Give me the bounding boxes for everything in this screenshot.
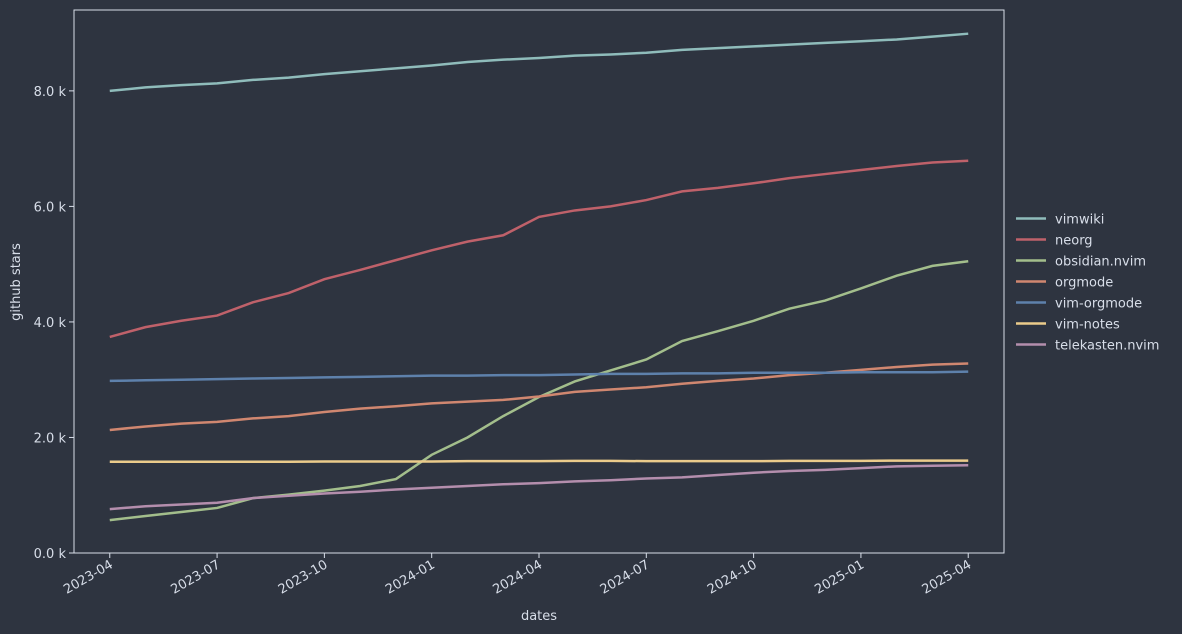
line-series xyxy=(109,370,969,383)
y-tick-label: 8.0 k xyxy=(34,85,67,100)
x-tick-label: 2023-04 xyxy=(61,557,116,597)
x-tick-label: 2024-07 xyxy=(598,557,653,597)
line-series xyxy=(109,459,969,463)
y-tick-label: 4.0 k xyxy=(34,316,67,331)
x-tick-label: 2024-04 xyxy=(490,557,545,597)
x-tick-label: 2023-07 xyxy=(169,557,224,597)
y-tick-label: 2.0 k xyxy=(34,431,67,446)
legend-label: vim-orgmode xyxy=(1055,297,1142,312)
legend-label: obsidian.nvim xyxy=(1055,255,1146,270)
legend-label: vim-notes xyxy=(1055,318,1120,333)
legend-label: orgmode xyxy=(1055,276,1113,291)
x-tick-label: 2025-01 xyxy=(812,557,867,597)
x-tick-label: 2024-10 xyxy=(705,557,760,597)
line-series xyxy=(109,32,969,93)
axes-frame xyxy=(73,9,1005,554)
x-tick-label: 2024-01 xyxy=(383,557,438,597)
legend-label: telekasten.nvim xyxy=(1055,339,1159,354)
y-tick-label: 0.0 k xyxy=(34,547,67,562)
legend-label: vimwiki xyxy=(1055,213,1104,228)
line-series xyxy=(109,159,969,339)
x-tick-label: 2025-04 xyxy=(920,557,975,597)
legend-label: neorg xyxy=(1055,234,1093,249)
y-axis-label: github stars xyxy=(9,243,24,321)
line-series xyxy=(109,260,969,522)
x-tick-label: 2023-10 xyxy=(276,557,331,597)
x-axis-label: dates xyxy=(521,609,557,624)
line-series xyxy=(109,463,969,511)
y-tick-label: 6.0 k xyxy=(34,200,67,215)
